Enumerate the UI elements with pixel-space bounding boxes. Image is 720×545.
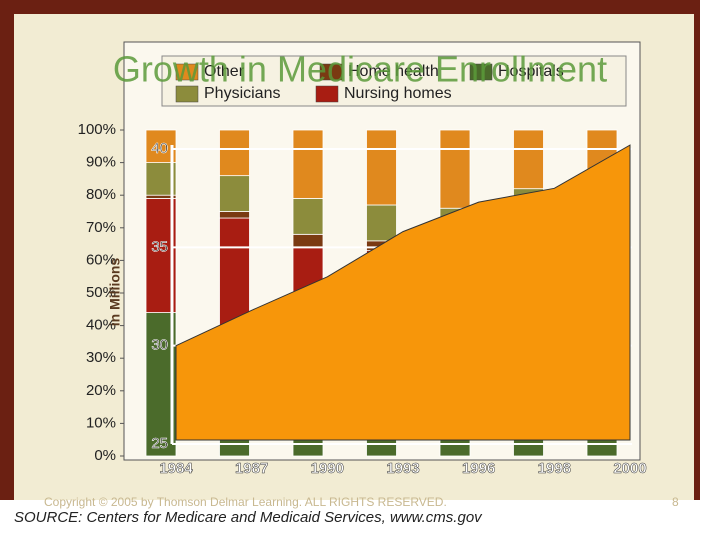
- y-tick-label: 20%: [86, 382, 116, 399]
- legend-label: Hospitals: [498, 63, 564, 80]
- x-tick-label: 1990: [311, 460, 344, 477]
- y-tick-label: 90%: [86, 154, 116, 171]
- legend-label: Physicians: [204, 85, 280, 102]
- bar-segment: [366, 204, 397, 242]
- legend-label: Nursing homes: [344, 85, 452, 102]
- y-tick-label: 70%: [86, 219, 116, 236]
- legend-box: [161, 55, 627, 107]
- bar-segment: [219, 175, 250, 212]
- y-tick-label: 25: [151, 435, 168, 452]
- legend-label: Other: [204, 63, 245, 80]
- y-tick-label: 0%: [94, 447, 116, 464]
- bar-segment: [219, 211, 250, 219]
- bar-segment: [513, 129, 544, 190]
- y-tick-label: 10%: [86, 414, 116, 431]
- y-tick-label: 80%: [86, 186, 116, 203]
- legend-swatch: [315, 85, 339, 103]
- x-tick-label: 1996: [462, 460, 495, 477]
- x-tick-label: 2000: [613, 460, 646, 477]
- y-tick-label: 30: [151, 337, 168, 354]
- bar-segment: [219, 129, 250, 177]
- x-tick-label: 1984: [159, 460, 193, 477]
- y-tick-label: 50%: [86, 284, 116, 301]
- y-axis-label: in Millions: [107, 258, 123, 327]
- x-tick-label: 1987: [235, 460, 268, 477]
- bar-segment: [219, 217, 250, 327]
- y-tick-label: 35: [151, 238, 168, 255]
- bar-segment: [292, 198, 324, 235]
- legend-swatch: [175, 85, 199, 103]
- y-tick-label: 40: [151, 140, 168, 157]
- x-tick-label: 1993: [386, 460, 419, 477]
- source: SOURCE: Centers for Medicare and Medicai…: [14, 509, 483, 526]
- x-tick-label: 1998: [538, 460, 571, 477]
- area: [175, 144, 631, 441]
- legend-swatch: [319, 63, 343, 81]
- y-tick-label: 100%: [78, 121, 116, 138]
- y-tick-label: 40%: [86, 317, 116, 334]
- legend-label: Home health: [348, 63, 439, 80]
- legend-swatch: [469, 63, 493, 81]
- bar-segment: [439, 129, 471, 209]
- chart-title: Growth in Medicare Enrollment: [113, 49, 607, 90]
- page-number: 8: [672, 495, 679, 509]
- bar-segment: [366, 129, 397, 206]
- bar-segment: [292, 233, 324, 248]
- copyright: Copyright © 2005 by Thomson Delmar Learn…: [44, 495, 447, 509]
- charts: 0% 10% 20% 30% 40% 50% 60% 70% 80% 90% 100% Other Ho…: [78, 63, 647, 477]
- bar-segment: [292, 129, 324, 199]
- legend-swatch: [175, 63, 199, 81]
- y-tick-label: 60%: [86, 251, 116, 268]
- y-tick-label: 30%: [86, 349, 116, 366]
